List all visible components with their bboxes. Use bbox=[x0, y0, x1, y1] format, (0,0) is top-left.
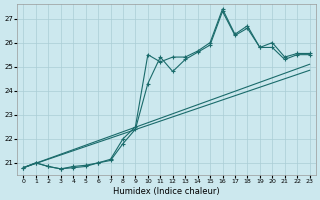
X-axis label: Humidex (Indice chaleur): Humidex (Indice chaleur) bbox=[113, 187, 220, 196]
